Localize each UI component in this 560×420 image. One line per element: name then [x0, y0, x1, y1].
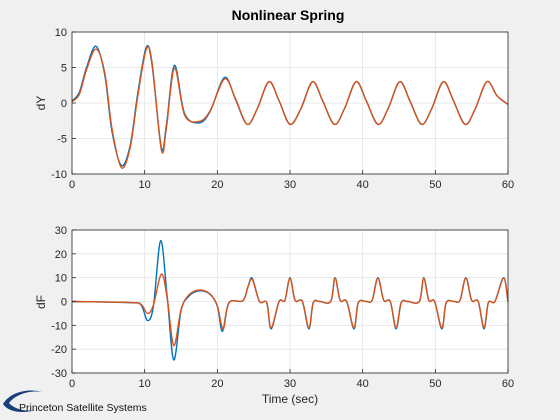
company-logo: Princeton Satellite Systems — [3, 390, 147, 414]
logo-swoosh-icon — [3, 390, 42, 412]
df-xtick-label: 10 — [139, 378, 151, 390]
dy-ytick-label: -5 — [57, 134, 67, 146]
df-xtick-label: 20 — [211, 378, 223, 390]
df-ytick-label: -10 — [51, 320, 67, 332]
dy-xtick-label: 30 — [284, 179, 296, 191]
df-ticks: 0 10 20 30 40 50 60 -30 -20 -10 0 10 20 30 — [51, 225, 514, 390]
df-xtick-label: 50 — [429, 378, 441, 390]
chart-title: Nonlinear Spring — [232, 7, 345, 23]
dy-xtick-label: 10 — [139, 179, 151, 191]
df-lines — [71, 240, 509, 361]
dy-lines — [71, 44, 509, 169]
dy-xtick-label: 60 — [502, 179, 514, 191]
time-axis-label: Time (sec) — [262, 392, 318, 406]
df-ytick-label: 20 — [55, 249, 67, 261]
dy-series-2-line — [71, 45, 509, 169]
dy-xtick-label: 40 — [357, 179, 369, 191]
dy-xtick-label: 0 — [69, 179, 75, 191]
dy-ticks: 0 10 20 30 40 50 60 -10 -5 0 5 10 — [51, 27, 514, 191]
df-ytick-label: 0 — [61, 297, 67, 309]
dy-ytick-label: 10 — [55, 27, 67, 39]
df-ytick-label: 30 — [55, 225, 67, 237]
df-axis-label: dF — [34, 295, 48, 309]
df-ytick-label: -20 — [51, 344, 67, 356]
dy-xtick-label: 50 — [429, 179, 441, 191]
df-xtick-label: 60 — [502, 378, 514, 390]
dy-ytick-label: -10 — [51, 169, 67, 181]
dy-xtick-label: 20 — [211, 179, 223, 191]
df-series-2-line — [71, 273, 509, 347]
dy-axis-label: dY — [34, 96, 48, 111]
df-ytick-label: 10 — [55, 273, 67, 285]
df-xtick-label: 40 — [357, 378, 369, 390]
dy-axes: 0 10 20 30 40 50 60 -10 -5 0 5 10 dY — [34, 27, 514, 191]
dy-ytick-label: 0 — [61, 98, 67, 110]
dy-ytick-label: 5 — [61, 63, 67, 75]
df-axes: 0 10 20 30 40 50 60 -30 -20 -10 0 10 20 30 dF Time (s… — [34, 225, 514, 406]
df-xtick-label: 30 — [284, 378, 296, 390]
logo-text: Princeton Satellite Systems — [19, 402, 147, 414]
df-ytick-label: -30 — [51, 368, 67, 380]
df-xtick-label: 0 — [69, 378, 75, 390]
